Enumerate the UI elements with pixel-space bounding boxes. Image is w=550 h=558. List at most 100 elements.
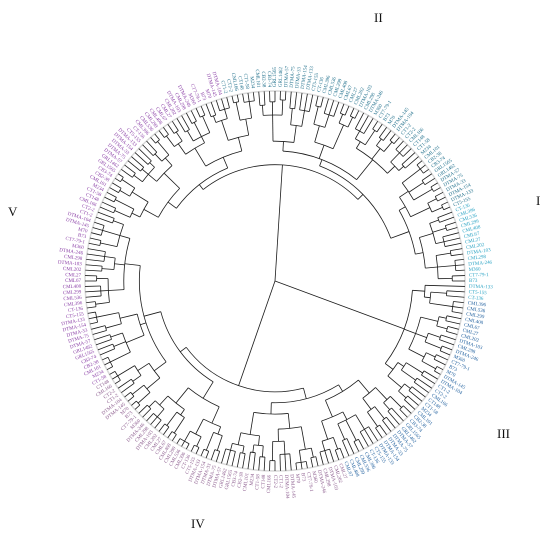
tree-branch (382, 420, 392, 432)
tree-branch (383, 402, 391, 410)
tip-label: CT148 (236, 76, 243, 91)
tree-branch-arc (321, 437, 334, 442)
tree-branch-arc (193, 132, 210, 142)
tree-branch (221, 98, 225, 110)
tree-branch (299, 92, 303, 110)
tree-branch (202, 115, 211, 133)
tree-branch (391, 407, 404, 422)
tree-branch-arc (421, 370, 425, 376)
tip-label: DTMA-57 (70, 339, 92, 351)
tree-branch (138, 148, 152, 162)
tree-branch (167, 123, 175, 134)
tree-branch (324, 114, 330, 128)
tree-branch (200, 105, 206, 116)
tree-branch (353, 441, 360, 452)
tree-branch (140, 322, 147, 326)
tree-branch (356, 159, 373, 180)
tree-branch (284, 454, 287, 471)
tree-branch-arc (399, 196, 411, 217)
tree-branch (455, 264, 465, 266)
tree-branch-arc (313, 123, 326, 128)
tip-label: DTMA-133 (469, 285, 494, 291)
tip-label: DTMA-33 (66, 328, 88, 338)
tree-branch (106, 191, 117, 198)
tree-branch (112, 182, 122, 189)
tree-branch (85, 264, 103, 267)
tree-branch (193, 122, 202, 137)
tip-label: CML536 (63, 296, 82, 303)
tree-branch (205, 451, 210, 459)
tip-label: CML166 (230, 73, 239, 92)
tree-branch (97, 211, 115, 219)
tree-branch-arc (232, 442, 245, 447)
tree-branch (150, 416, 158, 425)
tree-branch (397, 362, 405, 367)
tree-branch (446, 330, 458, 335)
tree-branch (389, 133, 396, 141)
tip-label: CML408 (462, 225, 481, 235)
tip-label: CML298 (321, 468, 331, 487)
tip-label: DTMA-103 (58, 261, 83, 268)
tree-branch (143, 311, 161, 317)
tree-branch (444, 242, 462, 247)
tree-branch (167, 201, 177, 209)
tree-branch (131, 212, 141, 218)
tree-branch (433, 187, 441, 192)
tree-branch (154, 419, 162, 429)
tree-branch-arc (282, 150, 357, 180)
tree-branch (119, 235, 131, 239)
tree-branch (200, 449, 205, 457)
tip-label: CT1-58 (86, 187, 103, 199)
tree-branch (258, 435, 260, 446)
tree-branch-arc (94, 301, 97, 307)
tree-branch (154, 153, 163, 162)
tip-label: B73 (383, 113, 392, 123)
tree-branch-arc (179, 438, 190, 445)
tree-branch (124, 164, 136, 174)
tree-branch (423, 370, 438, 380)
tree-branch (210, 101, 217, 116)
tree-branch-arc (355, 138, 366, 146)
tree-branch-arc (190, 430, 202, 438)
tip-label: M360 (374, 103, 385, 116)
tree-branches (85, 91, 465, 471)
tip-label: B73 (77, 233, 87, 240)
tree-branch (347, 117, 353, 128)
tree-branch (142, 408, 152, 418)
tree-branch (110, 351, 131, 363)
tree-branch (321, 420, 329, 440)
tree-branch (385, 363, 394, 370)
tree-branch-arc (314, 141, 334, 150)
tree-branch (447, 326, 459, 330)
tree-branch (230, 443, 233, 451)
tree-branch (342, 411, 348, 420)
tip-label: CML101 (243, 472, 251, 491)
tree-branch (319, 159, 323, 167)
tree-branch (176, 118, 186, 133)
tip-label: DTMA-75 (68, 334, 90, 345)
tree-branch-arc (401, 182, 415, 201)
tree-branch (398, 390, 407, 399)
tree-branch (127, 396, 135, 402)
tree-branch-arc (362, 387, 376, 399)
tree-branch (430, 291, 447, 294)
tree-branch (379, 424, 388, 435)
tip-label: M70 (77, 227, 88, 234)
tree-branch (419, 164, 426, 170)
tree-branch (411, 386, 426, 398)
tree-branch-arc (387, 362, 399, 377)
tree-branch (176, 438, 181, 444)
tree-branch (131, 156, 145, 168)
tree-branch (371, 148, 381, 160)
tip-label: CT1-2 (437, 384, 451, 396)
tree-branch-arc (185, 142, 205, 155)
tree-branch (437, 211, 453, 219)
tip-label: CT7-79-1 (305, 472, 313, 493)
tree-branch (404, 383, 411, 389)
tree-branch (372, 120, 379, 130)
tree-branch (332, 124, 344, 149)
tip-label: CT5-155 (453, 197, 472, 209)
tip-label: CT1-2 (219, 80, 227, 94)
tree-branch (137, 362, 150, 371)
